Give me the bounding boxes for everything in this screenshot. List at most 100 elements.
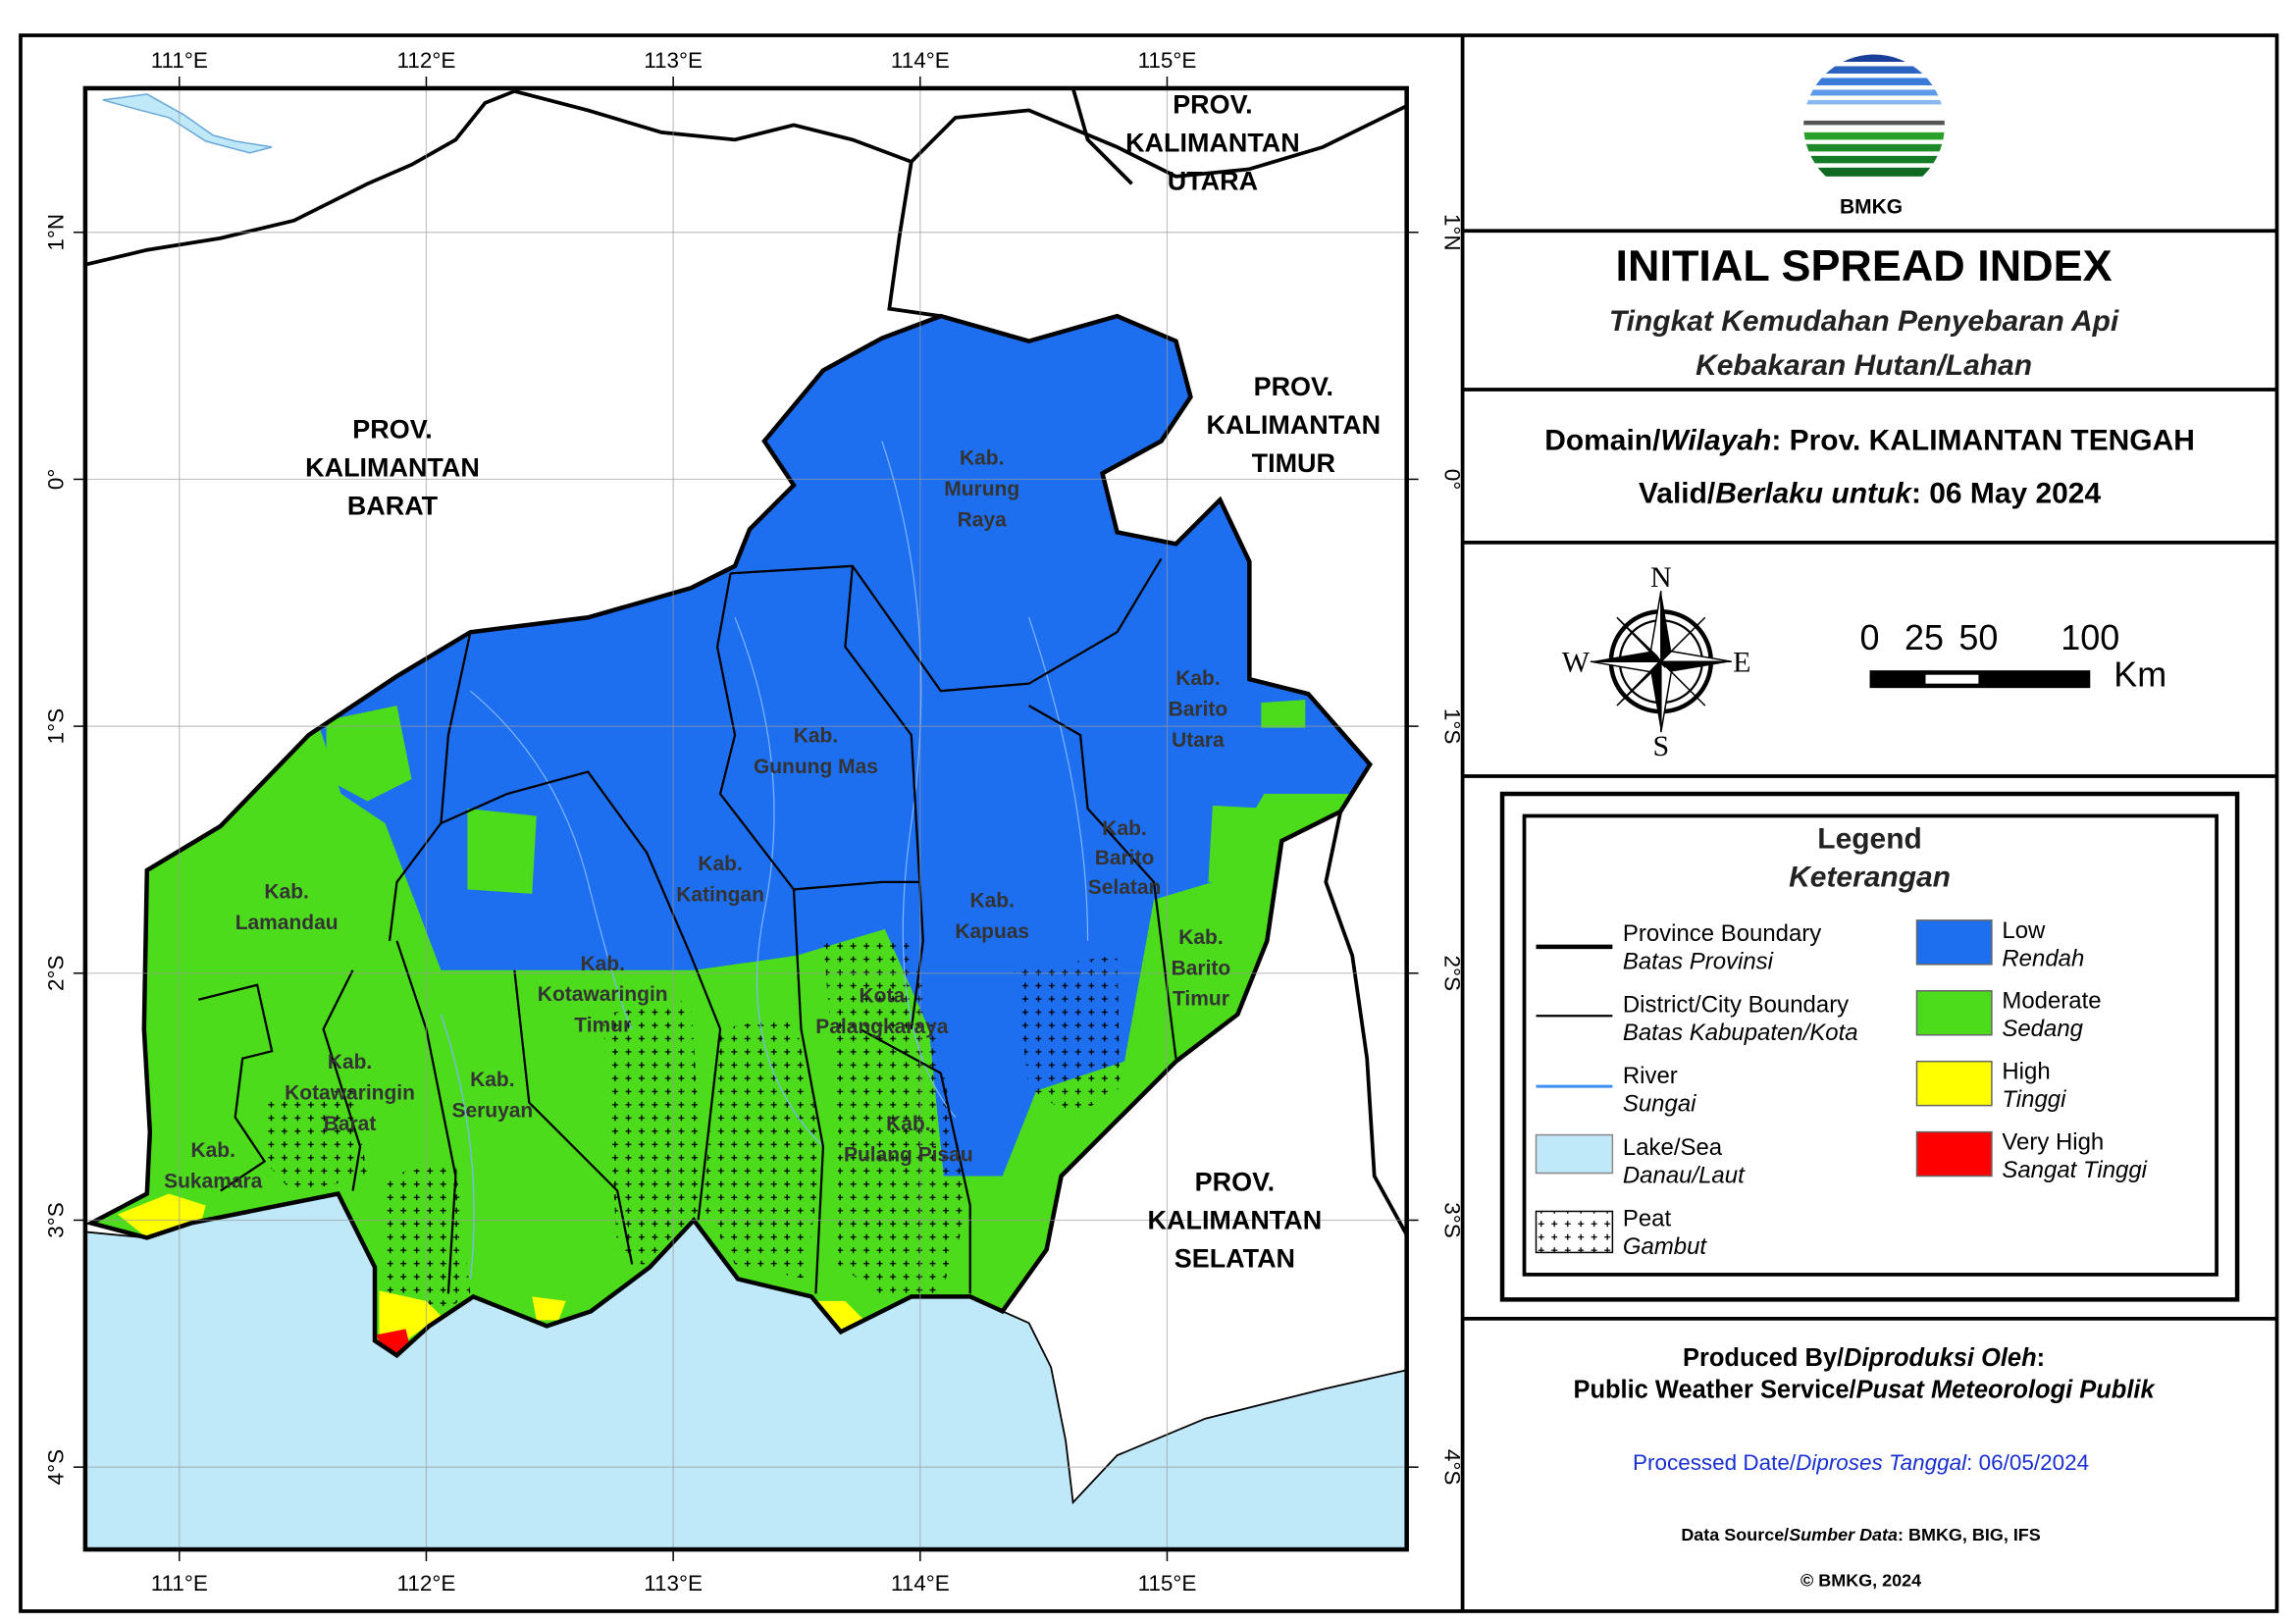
province-boundary bbox=[1070, 87, 1133, 185]
province-label: UTARA bbox=[1168, 166, 1258, 195]
province-label: KALIMANTAN bbox=[1148, 1205, 1323, 1234]
producer-en: Public Weather Service/ bbox=[1573, 1377, 1855, 1404]
domain-label: Domain/ bbox=[1544, 424, 1661, 456]
legend-label-id: Sangat Tinggi bbox=[2002, 1157, 2147, 1183]
compass-w: W bbox=[1562, 647, 1591, 679]
moderate-area bbox=[1208, 806, 1272, 882]
legend-label: Low bbox=[2002, 917, 2046, 944]
river bbox=[470, 690, 633, 1029]
source-id: Sumber Data bbox=[1789, 1525, 1898, 1544]
district-label: Timur bbox=[1173, 988, 1229, 1011]
district-boundary bbox=[395, 940, 457, 1294]
district-boundary bbox=[844, 565, 924, 1029]
longitude-label: 114°E bbox=[891, 1571, 950, 1596]
source-value: : BMKG, BIG, IFS bbox=[1898, 1525, 2041, 1544]
legend-label-id: Batas Provinsi bbox=[1623, 948, 1774, 974]
district-label: Kab. bbox=[698, 853, 742, 875]
province-label: PROV. bbox=[1195, 1168, 1275, 1197]
latitude-label: 1°S bbox=[43, 708, 68, 744]
legend-swatch bbox=[1535, 1210, 1614, 1254]
province-label: BARAT bbox=[347, 491, 439, 520]
province-label: PROV. bbox=[352, 414, 432, 444]
district-label: Barat bbox=[324, 1113, 377, 1135]
scale-label: 50 bbox=[1958, 617, 1998, 657]
latitude-label: 4°S bbox=[43, 1449, 68, 1485]
district-label: Murung bbox=[944, 478, 1019, 500]
district-boundary bbox=[513, 969, 634, 1265]
lake bbox=[102, 93, 273, 154]
legend-swatch bbox=[1535, 1133, 1614, 1175]
legend-label-id: Tinggi bbox=[2002, 1086, 2066, 1113]
district-label: Kab. bbox=[328, 1051, 372, 1073]
high-area bbox=[532, 1296, 566, 1321]
map-frame bbox=[82, 85, 1409, 1552]
compass-e: E bbox=[1733, 647, 1750, 679]
moderate-area bbox=[1261, 700, 1306, 728]
district-label: Kab. bbox=[264, 880, 308, 903]
province-boundary bbox=[887, 161, 942, 319]
legend-label-id: Sungai bbox=[1623, 1091, 1696, 1118]
district-boundary bbox=[197, 983, 274, 1192]
subtitle: Kebakaran Hutan/Lahan bbox=[1696, 349, 2032, 382]
legend-title: Legend bbox=[1817, 822, 1922, 855]
peat-area bbox=[1014, 955, 1121, 1118]
processed-id: Diproses Tanggal bbox=[1796, 1450, 1967, 1475]
longitude-label: 113°E bbox=[644, 48, 703, 73]
province-boundary bbox=[84, 89, 516, 267]
district-boundary bbox=[322, 969, 362, 1191]
legend-subtitle: Keterangan bbox=[1789, 861, 1951, 893]
domain-value: : Prov. KALIMANTAN TENGAH bbox=[1771, 424, 2195, 456]
peat-area bbox=[264, 1087, 368, 1194]
moderate-area bbox=[326, 706, 412, 802]
valid-label: Valid/ bbox=[1639, 477, 1716, 509]
data-source: Data Source/Sumber Data: BMKG, BIG, IFS bbox=[1681, 1525, 2040, 1544]
latitude-label: 1°N bbox=[1440, 214, 1465, 251]
compass: N S E W bbox=[1562, 561, 1751, 762]
copyright: © BMKG, 2024 bbox=[1800, 1570, 1921, 1590]
district-label: Raya bbox=[958, 508, 1007, 531]
legend-swatch bbox=[1915, 1130, 1993, 1178]
legend: Legend Keterangan Province BoundaryBatas… bbox=[1499, 791, 2240, 1302]
scale-label: 100 bbox=[2061, 617, 2119, 657]
legend-label-id: Gambut bbox=[1623, 1233, 1708, 1260]
district-label: Kab. bbox=[1175, 667, 1220, 690]
district-label: Kab. bbox=[886, 1113, 930, 1135]
district-boundary bbox=[440, 770, 722, 1221]
produced-suffix: : bbox=[2037, 1344, 2045, 1372]
district-label: Katingan bbox=[676, 883, 764, 906]
province-label: PROV. bbox=[1173, 89, 1252, 119]
rivers bbox=[440, 441, 1089, 1280]
side-panel: BMKG INITIAL SPREAD INDEX Tingkat Kemuda… bbox=[1462, 54, 2277, 1590]
province-label: TIMUR bbox=[1252, 448, 1335, 478]
district-label: Palangkaraya bbox=[815, 1016, 949, 1038]
subtitle: Tingkat Kemudahan Penyebaran Api bbox=[1609, 305, 2119, 338]
latitude-label: 2°S bbox=[43, 956, 68, 991]
district-label: Kab. bbox=[1102, 817, 1146, 840]
map-body bbox=[84, 87, 1407, 1550]
province-label: SELATAN bbox=[1174, 1243, 1295, 1273]
legend-label: Lake/Sea bbox=[1623, 1134, 1723, 1161]
logo-text: BMKG bbox=[1840, 195, 1903, 218]
district-label: Kab. bbox=[580, 953, 624, 975]
title: INITIAL SPREAD INDEX bbox=[1616, 240, 2113, 290]
district-boundary bbox=[859, 1027, 971, 1294]
district-label: Gunung Mas bbox=[754, 756, 878, 778]
district-label: Timur bbox=[574, 1015, 631, 1037]
processed-en: Processed Date/ bbox=[1633, 1450, 1797, 1475]
district-label: Pulang Pisau bbox=[844, 1144, 973, 1167]
longitude-label: 113°E bbox=[644, 1571, 703, 1596]
legend-label: Moderate bbox=[2002, 988, 2101, 1015]
latitude-label: 0° bbox=[43, 469, 68, 490]
legend-swatch bbox=[1915, 1060, 1993, 1107]
province-label: KALIMANTAN bbox=[305, 452, 480, 482]
scale-unit: Km bbox=[2113, 654, 2166, 695]
district-label: Lamandau bbox=[235, 912, 339, 934]
province-label: PROV. bbox=[1254, 372, 1333, 401]
produced-id: Diproduksi Oleh bbox=[1844, 1344, 2037, 1372]
produced-en: Produced By/ bbox=[1683, 1344, 1844, 1372]
legend-swatch bbox=[1915, 990, 1993, 1036]
scale-label: 0 bbox=[1860, 617, 1880, 657]
logo bbox=[1803, 54, 1945, 196]
